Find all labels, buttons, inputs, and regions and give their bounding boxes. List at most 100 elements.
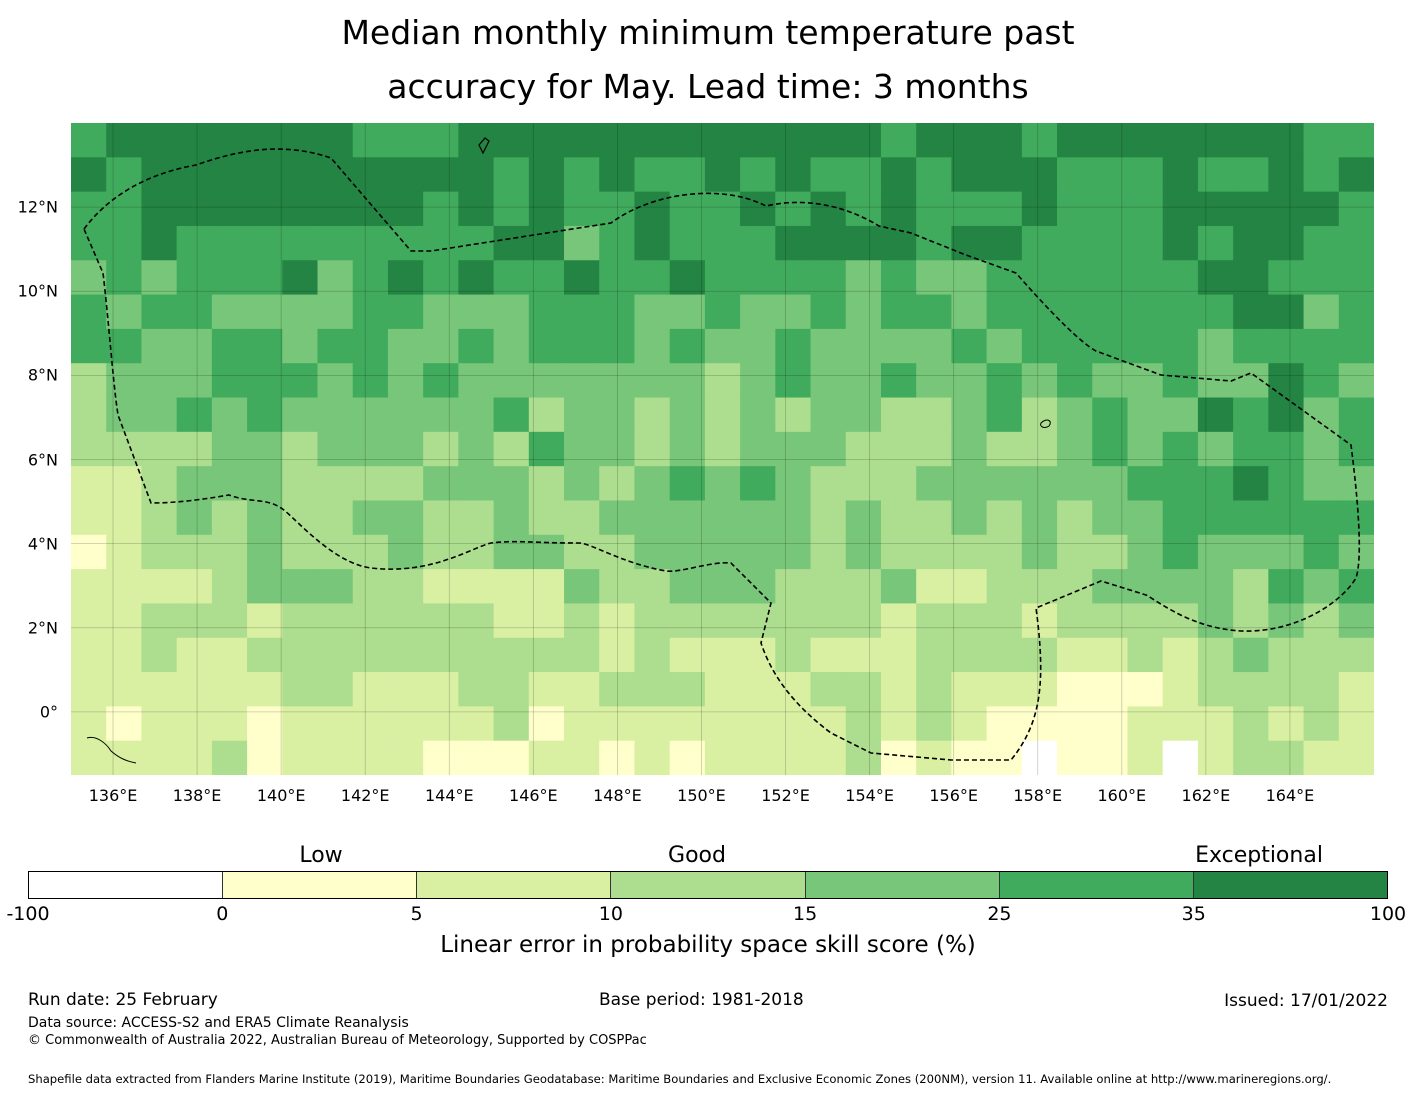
grid-cell — [1268, 123, 1305, 158]
grid-cell — [775, 672, 812, 707]
grid-cell — [1092, 637, 1129, 673]
colorbar-tick: 25 — [987, 903, 1012, 925]
grid-cell — [810, 706, 847, 742]
grid-cell — [1162, 363, 1199, 399]
grid-cell — [458, 672, 495, 707]
grid-cell — [1092, 672, 1129, 707]
grid-cell — [564, 225, 600, 261]
grid-cell — [458, 534, 495, 570]
grid-cell — [810, 672, 847, 707]
grid-cell — [880, 157, 917, 193]
grid-cell — [141, 534, 178, 570]
longitude-tick: 138°E — [172, 786, 222, 805]
grid-cell — [71, 123, 107, 158]
grid-cell — [916, 672, 953, 707]
grid-cell — [387, 328, 424, 364]
grid-cell — [493, 363, 530, 399]
grid-cell — [141, 500, 178, 536]
grid-cell — [528, 294, 565, 330]
grid-cell — [458, 466, 495, 502]
grid-cell — [352, 706, 389, 742]
grid-cell — [599, 637, 636, 673]
grid-cell — [352, 603, 389, 639]
grid-cell — [1092, 260, 1129, 296]
grid-cell — [775, 431, 812, 467]
grid-cell — [634, 637, 671, 673]
grid-cell — [282, 500, 319, 536]
grid-cell — [1021, 123, 1058, 158]
grid-cell — [775, 466, 812, 502]
grid-cell — [775, 397, 812, 433]
land-outlines — [86, 137, 1051, 764]
grid-cell — [634, 431, 671, 467]
grid-cell — [564, 431, 600, 467]
grid-cell — [704, 191, 741, 227]
longitude-tick: 142°E — [340, 786, 390, 805]
grid-cell — [951, 534, 988, 570]
grid-cell — [1162, 225, 1199, 261]
grid-cell — [1021, 191, 1058, 227]
latitude-tick: 6°N — [27, 450, 58, 470]
grid-cell — [1338, 294, 1374, 330]
grid-cell — [986, 466, 1023, 502]
grid-cell — [423, 431, 459, 467]
grid-cell — [669, 225, 706, 261]
grid-cell — [282, 431, 319, 467]
grid-cell — [458, 363, 495, 399]
grid-cell — [493, 328, 530, 364]
grid-cell — [775, 157, 812, 193]
grid-cell — [916, 500, 953, 536]
grid-cell — [176, 123, 213, 158]
map-title: Median monthly minimum temperature past … — [0, 6, 1416, 114]
grid-cell — [1092, 569, 1129, 605]
grid-cell — [282, 328, 319, 364]
grid-cell — [880, 672, 917, 707]
grid-cell — [634, 225, 671, 261]
grid-cell — [845, 466, 882, 502]
grid-cell — [106, 294, 143, 330]
grid-cell — [951, 672, 988, 707]
grid-cell — [176, 534, 213, 570]
shapefile-credit: Shapefile data extracted from Flanders M… — [28, 1072, 1332, 1086]
longitude-tick: 148°E — [593, 786, 642, 805]
grid-cell — [1127, 466, 1164, 502]
grid-cell — [528, 534, 565, 570]
colorbar-tick: 100 — [1369, 903, 1407, 925]
grid-cell — [528, 191, 565, 227]
grid-cell — [141, 672, 178, 707]
grid-cell — [1338, 260, 1374, 296]
grid-cell — [916, 603, 953, 639]
colorbar-swatch — [611, 872, 806, 898]
grid-cell — [775, 260, 812, 296]
grid-cell — [1268, 225, 1305, 261]
grid-cell — [176, 569, 213, 605]
grid-cell — [986, 637, 1023, 673]
grid-cell — [423, 466, 459, 502]
longitude-tick: 164°E — [1265, 786, 1315, 805]
grid-cell — [1233, 637, 1269, 673]
grid-cell — [141, 637, 178, 673]
grid-cell — [211, 500, 248, 536]
grid-cell — [528, 672, 565, 707]
grid-cell — [845, 260, 882, 296]
grid-cell — [1197, 294, 1234, 330]
grid-cell — [1127, 534, 1164, 570]
grid-cell — [916, 157, 953, 193]
grid-cell — [634, 157, 671, 193]
grid-cell — [1057, 431, 1093, 467]
grid-cell — [1092, 328, 1129, 364]
grid-cell — [986, 225, 1023, 261]
grid-cell — [282, 466, 319, 502]
grid-cell — [1303, 637, 1340, 673]
colorbar-tick: 5 — [410, 903, 423, 925]
grid-cell — [1092, 431, 1129, 467]
grid-cell — [1233, 706, 1269, 742]
grid-cell — [704, 603, 741, 639]
grid-cell — [1233, 397, 1269, 433]
grid-cell — [458, 740, 495, 775]
grid-cell — [916, 260, 953, 296]
grid-cell — [880, 363, 917, 399]
grid-cell — [1303, 603, 1340, 639]
grid-cell — [1303, 397, 1340, 433]
grid-cell — [141, 294, 178, 330]
